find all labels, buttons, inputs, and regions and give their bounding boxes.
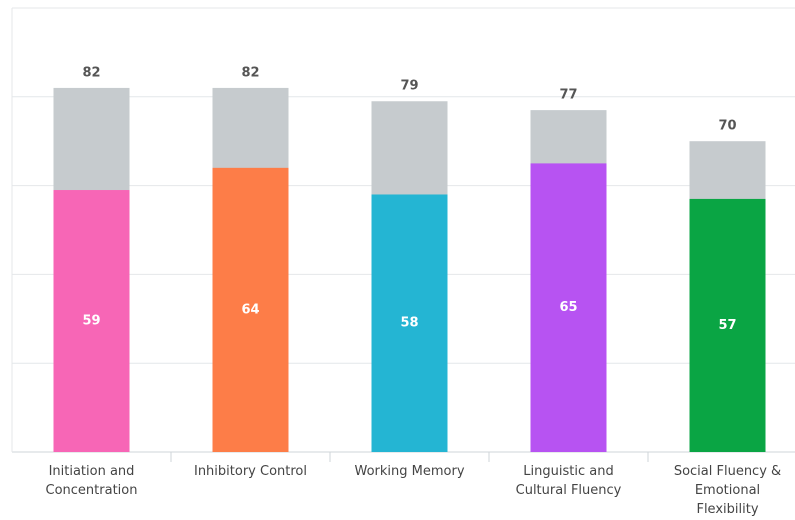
value-label: 77	[559, 88, 577, 103]
bar	[371, 194, 448, 453]
x-tick-label: Initiation and Concentration	[45, 464, 138, 498]
x-tick-label: Inhibitory Control	[193, 464, 307, 479]
bar	[53, 190, 130, 453]
x-tick-label: Linguistic and Cultural Fluency	[515, 464, 622, 498]
value-label: 82	[241, 65, 259, 80]
value-label: 79	[400, 79, 418, 94]
bar	[212, 167, 289, 452]
value-label: 57	[718, 318, 736, 333]
value-label: 70	[718, 119, 736, 134]
bar	[530, 163, 607, 452]
x-tick-label: Working Memory	[354, 464, 465, 479]
value-label: 59	[82, 314, 100, 329]
x-tick-label: Social Fluency & Emotional Flexibility	[673, 464, 782, 517]
value-label: 65	[559, 300, 577, 315]
value-label: 58	[400, 316, 418, 331]
value-label: 82	[82, 65, 100, 80]
bar	[689, 198, 766, 452]
value-label: 64	[241, 302, 259, 317]
